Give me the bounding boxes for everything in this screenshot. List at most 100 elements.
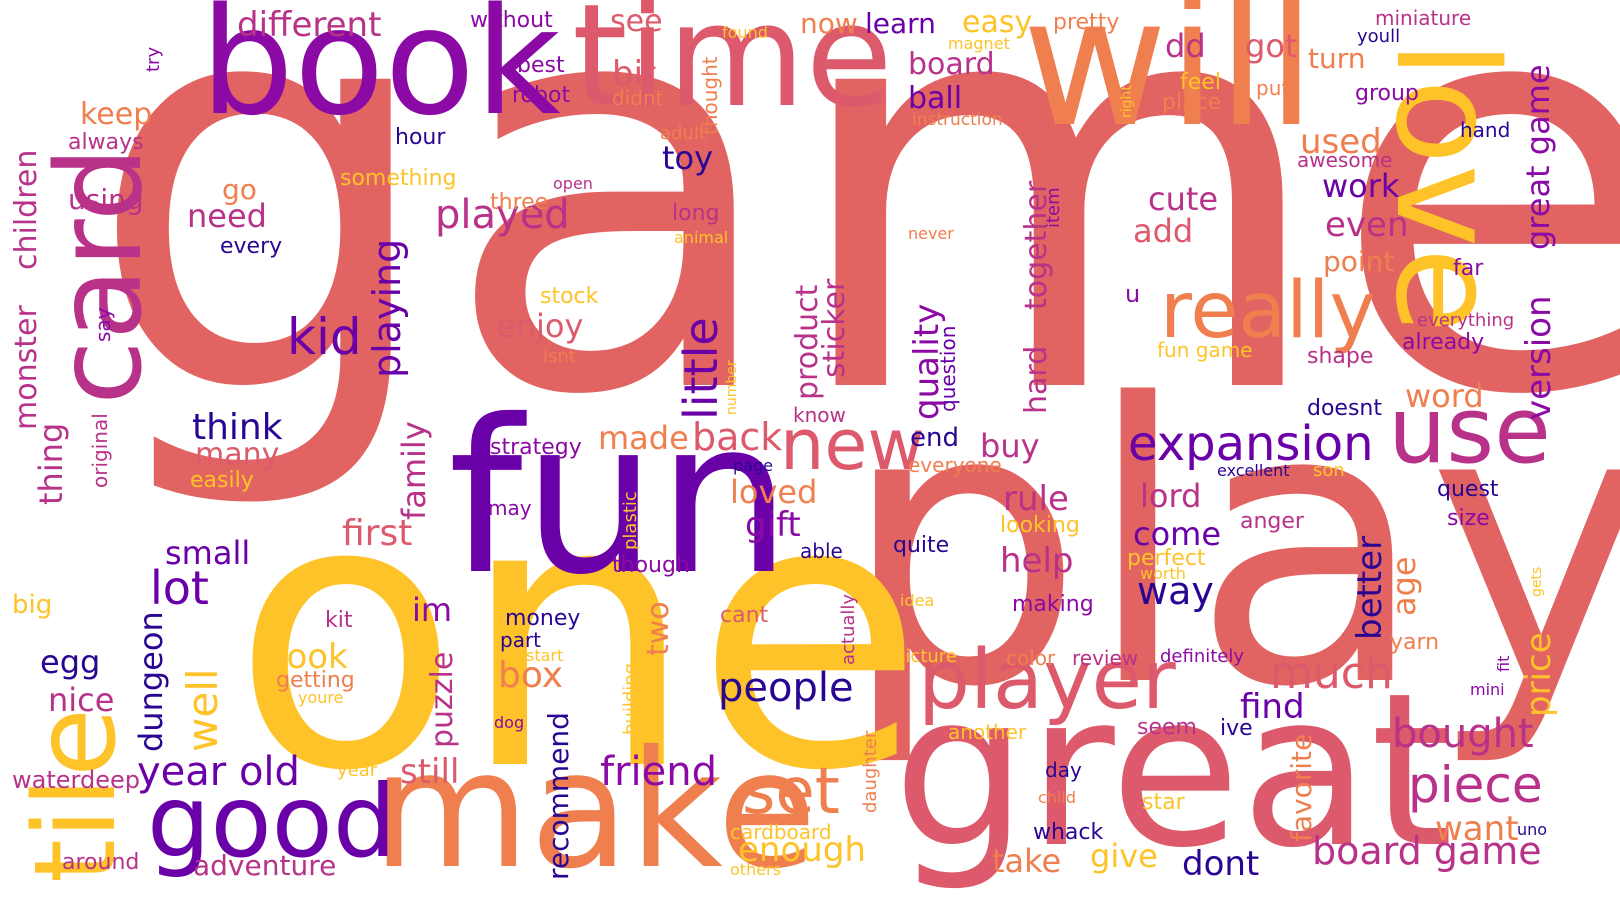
word-size: size (1447, 506, 1490, 531)
word-excellent: excellent (1217, 461, 1290, 480)
word-family: family (395, 421, 433, 520)
word-add: add (1133, 212, 1194, 250)
word-game: game (86, 0, 1620, 518)
word-magnet: magnet (948, 34, 1010, 53)
word-even: even (1325, 205, 1409, 245)
word-adult: adult (660, 123, 706, 144)
word-building: building (620, 662, 641, 735)
word-sticker: sticker (817, 278, 852, 378)
word-fun: fun (448, 374, 792, 621)
word-friend: friend (600, 749, 717, 795)
word-word: word (1405, 377, 1484, 415)
word-see: see (610, 4, 663, 39)
word-lord: lord (1140, 477, 1202, 515)
word-way: way (1137, 569, 1214, 613)
word-daughter: daughter (860, 730, 881, 813)
word-give: give (1090, 837, 1158, 875)
word-plastic: plastic (620, 491, 641, 550)
word-help: help (1000, 541, 1074, 581)
word-gift: gift (745, 505, 801, 545)
word-small: small (165, 534, 251, 572)
word-adventure: adventure (193, 849, 337, 882)
word-doesnt: doesnt (1307, 396, 1382, 421)
word-think: think (192, 407, 283, 448)
word-quite: quite (893, 533, 950, 558)
word-many: many (195, 437, 280, 472)
word-know: know (793, 403, 846, 427)
word-work: work (1322, 167, 1400, 205)
word-need: need (187, 197, 267, 235)
word-try: try (143, 46, 164, 72)
word-youll: youll (1357, 26, 1401, 47)
word-different: different (237, 5, 382, 45)
word-rule: rule (1003, 479, 1069, 519)
word-make: make (372, 717, 817, 905)
word-instruction: instruction (912, 110, 1003, 130)
word-got: got (1245, 27, 1298, 65)
word-loved: loved (730, 473, 818, 511)
word-fun-game: fun game (1157, 338, 1253, 362)
word-mini: mini (1470, 680, 1505, 699)
word-now: now (800, 7, 858, 40)
word-whack: whack (1033, 820, 1104, 845)
word-recommend: recommend (542, 712, 575, 880)
word-found: found (722, 23, 768, 42)
word-definitely: definitely (1160, 646, 1245, 667)
word-around: around (62, 850, 140, 875)
word-seem: seem (1137, 715, 1197, 740)
word-egg: egg (40, 643, 101, 681)
word-price: price (1519, 632, 1559, 717)
word-ive: ive (1220, 716, 1253, 741)
word-great-game: great game (1519, 64, 1557, 250)
word-quest: quest (1437, 477, 1499, 502)
word-uno: uno (1517, 820, 1548, 839)
word-yarn: yarn (1390, 630, 1440, 655)
word-animal: animal (674, 228, 729, 247)
word-stock: stock (540, 284, 599, 309)
word-people: people (718, 665, 854, 711)
word-pretty: pretty (1053, 10, 1120, 35)
word-group: group (1355, 81, 1419, 106)
word-ball: ball (908, 81, 963, 116)
word-first: first (342, 513, 413, 554)
word-great: great (893, 647, 1454, 894)
word-never: never (908, 224, 954, 243)
word-bit: bit (612, 54, 657, 94)
word-fit: fit (1494, 655, 1513, 672)
word-gets: gets (1529, 566, 1545, 597)
word-though: though (612, 553, 690, 578)
word-miniature: miniature (1375, 6, 1472, 30)
word-kit: kit (325, 608, 353, 633)
word-really: really (1160, 266, 1376, 356)
word-cute: cute (1148, 180, 1219, 218)
word-kid: kid (287, 308, 362, 366)
word-big: big (12, 590, 53, 620)
word-two: two (641, 601, 676, 656)
word-board-game: board game (1312, 829, 1542, 873)
word-enjoy: enjoy (496, 307, 584, 345)
word-son: son (1313, 460, 1345, 481)
word-enough: enough (738, 830, 866, 870)
word-time: time (572, 0, 893, 139)
word-children: children (9, 149, 44, 270)
word-worth: worth (1140, 564, 1186, 583)
word-youre: youre (298, 688, 344, 707)
word-item: item (1043, 187, 1064, 228)
word-year: year (337, 760, 378, 781)
word-nice: nice (48, 681, 115, 719)
word-set: set (742, 755, 840, 829)
word-able: able (800, 539, 843, 563)
word-much: much (1270, 648, 1393, 699)
word-another: another (948, 720, 1027, 744)
word-getting: getting (276, 668, 355, 693)
word-keep: keep (80, 97, 153, 132)
word-everything: everything (1417, 310, 1515, 331)
word-actually: actually (838, 593, 859, 665)
word-money: money (505, 606, 581, 631)
word-dont: dont (1182, 844, 1260, 884)
word-monster: monster (9, 305, 44, 430)
word-book: book (200, 0, 561, 148)
word-one: one (232, 419, 925, 852)
word-learn: learn (865, 7, 936, 40)
